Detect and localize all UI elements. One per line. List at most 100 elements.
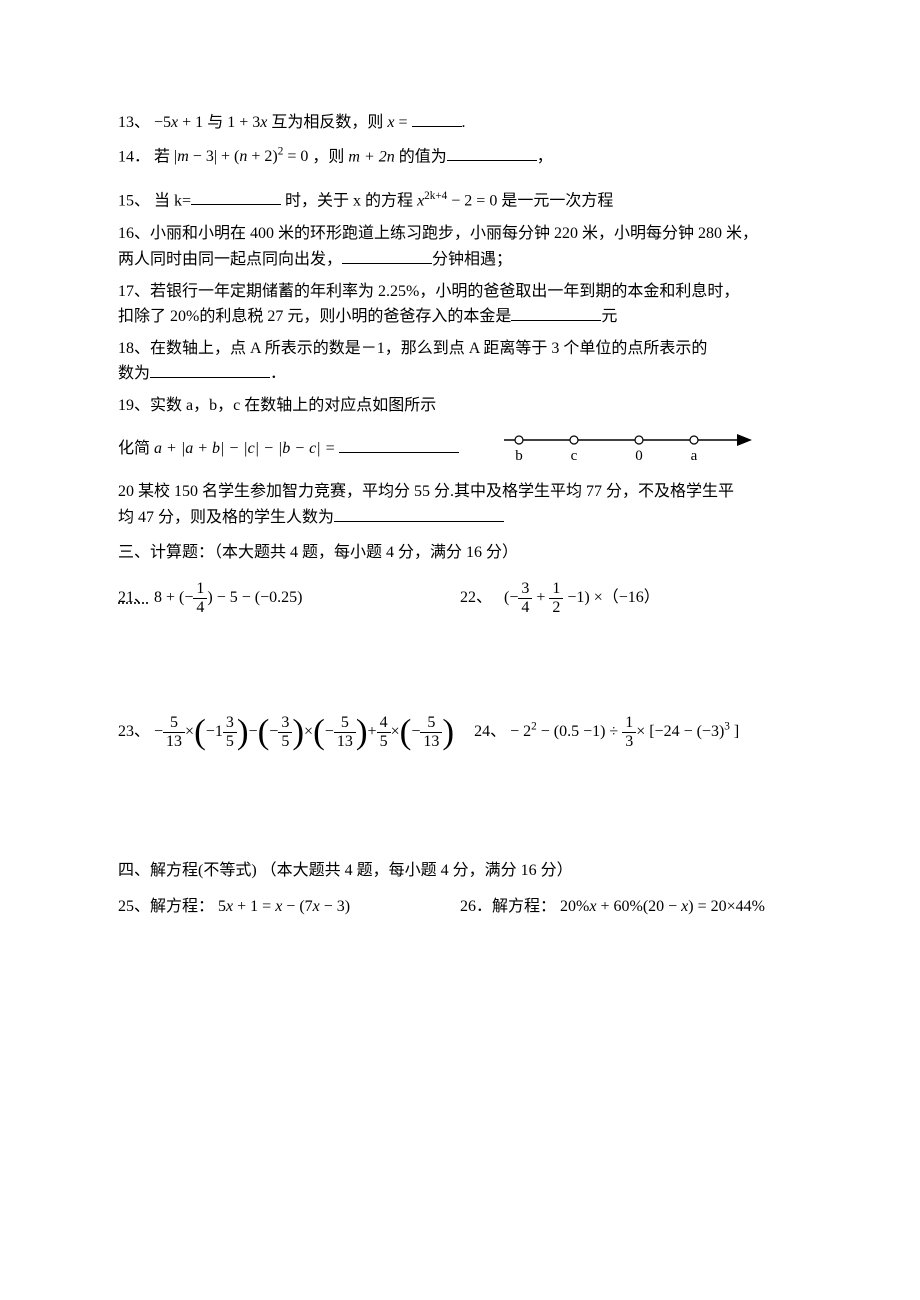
q14-p2: + 2) (247, 148, 277, 165)
q18-l1: 在数轴上，点 A 所表示的数是－1，那么到点 A 距离等于 3 个单位的点所表示… (150, 340, 707, 357)
section-4-header: 四、解方程(不等式) （本大题共 4 题，每小题 4 分，满分 16 分） (118, 858, 802, 884)
q23-n2: − (269, 723, 278, 740)
question-13: 13、 −5x + 1 与 1 + 3x 互为相反数，则 x = . (118, 110, 802, 136)
q22-f2n: 1 (549, 580, 563, 599)
q23-f3d: 5 (278, 733, 292, 751)
q13-mid: 与 (207, 114, 223, 131)
q23-f3n: 3 (278, 714, 292, 733)
q25-num: 25、 (118, 898, 150, 915)
q14-plus: + ( (217, 148, 239, 165)
question-23: 23、 −513×(−135)−(−35)×(−513)+45×(−513) (118, 714, 454, 750)
q14-blank (447, 145, 537, 161)
q25-label: 解方程： (150, 898, 214, 915)
q23-f5d: 5 (377, 733, 391, 751)
q25-expr: 5x + 1 = x − (7x − 3) (218, 898, 350, 915)
q14-m3: − 3 (189, 148, 214, 165)
q22-f1n: 3 (518, 580, 532, 599)
q13-e1: −5 (154, 114, 171, 131)
section-3-header: 三、计算题：（本大题共 4 题，每小题 4 分，满分 16 分） (118, 540, 802, 566)
question-24: 24、 − 22 − (0.5 −1) ÷ 13× [−24 − (−3)3 ] (454, 714, 802, 750)
q17-l2b: 元 (601, 308, 617, 325)
row-21-22: 21、 8 + (−14) − 5 − (−0.25) 22、 (−34 + 1… (118, 580, 802, 616)
q21-pre: 8 + (− (154, 589, 193, 606)
q19-t1: 实数 a，b，c 在数轴上的对应点如图所示 (150, 397, 436, 414)
q15-t1: 当 k= (154, 192, 191, 209)
q24-m2: × [−24 − (−3) (636, 723, 724, 740)
gap-1 (118, 624, 802, 714)
q18-l2a: 数为 (118, 365, 150, 382)
q22-lp: (− (504, 589, 518, 606)
q14-t3: 的值为 (399, 148, 447, 165)
q16-l2a: 两人同时由同一起点同向出发， (118, 251, 342, 268)
q22-f2d: 2 (549, 599, 563, 617)
q23-f1d: 13 (163, 733, 185, 751)
q17-blank (511, 305, 601, 321)
q23-f5n: 4 (377, 714, 391, 733)
q14-t1: 若 (154, 148, 170, 165)
q21-mid: ) − 5 − (−0.25) (207, 589, 302, 606)
q18-period: ． (270, 365, 286, 382)
q21-num: 21、 (118, 589, 150, 606)
q14-eq0: = 0 (283, 148, 308, 165)
q24-m1: − (0.5 −1) ÷ (537, 723, 622, 740)
q26-label: 解方程： (492, 898, 556, 915)
q18-num: 18、 (118, 340, 150, 357)
question-16: 16、小丽和小明在 400 米的环形跑道上练习跑步，小丽每分钟 220 米，小明… (118, 221, 802, 272)
q13-text: 互为相反数，则 (271, 114, 383, 131)
q16-l1: 小丽和小明在 400 米的环形跑道上练习跑步，小丽每分钟 220 米，小明每分钟… (150, 225, 758, 242)
q23-num: 23、 (118, 723, 150, 740)
question-19: 19、实数 a，b，c 在数轴上的对应点如图所示 化简 a + |a + b| … (118, 393, 802, 473)
gap-2 (118, 758, 802, 848)
q15-rest: − 2 = 0 (447, 192, 497, 209)
q23-m1: − (249, 723, 258, 740)
q13-num: 13、 (118, 114, 150, 131)
q23-f6d: 13 (420, 733, 442, 751)
q23-f1n: 5 (163, 714, 185, 733)
q13-e2a: 1 + 3 (227, 114, 260, 131)
q24-f1n: 1 (622, 714, 636, 733)
q20-num: 20 (118, 483, 134, 500)
q16-num: 16、 (118, 225, 150, 242)
q17-l1: 若银行一年定期储蓄的年利率为 2.25%，小明的爸爸取出一年到期的本金和利息时， (150, 283, 739, 300)
q15-num: 15、 (118, 192, 150, 209)
q23-f2n: 3 (223, 714, 237, 733)
row-25-26: 25、解方程： 5x + 1 = x − (7x − 3) 26．解方程： 20… (118, 894, 802, 920)
q13-e1b: + 1 (178, 114, 203, 131)
q24-f1d: 3 (622, 733, 636, 751)
nl-label-c: c (571, 448, 578, 464)
q23-t3: × (391, 723, 400, 740)
q13-period: . (462, 114, 466, 131)
q20-l1: 某校 150 名学生参加智力竞赛，平均分 55 分.其中及格学生平均 77 分，… (134, 483, 734, 500)
q24-end: ] (730, 723, 739, 740)
question-15: 15、 当 k= 时，关于 x 的方程 x2k+4 − 2 = 0 是一元一次方… (118, 188, 802, 214)
q23-t1: × (185, 723, 194, 740)
q23-f4d: 13 (334, 733, 356, 751)
q20-blank (334, 506, 504, 522)
q14-expr: m + 2n (348, 148, 394, 165)
q17-num: 17、 (118, 283, 150, 300)
nl-label-b: b (516, 448, 524, 464)
q22-num: 22、 (460, 589, 492, 606)
q14-m: m (177, 148, 189, 165)
q23-lp: −1 (206, 723, 223, 740)
q21-f1n: 1 (193, 580, 207, 599)
question-26: 26．解方程： 20%x + 60%(20 − x) = 20×44% (460, 894, 802, 920)
q23-neg: − (154, 723, 163, 740)
q22-tail: −1) ×（−16） (563, 589, 659, 606)
q19-num: 19、 (118, 397, 150, 414)
nl-label-0: 0 (636, 448, 644, 464)
question-22: 22、 (−34 + 12 −1) ×（−16） (460, 580, 802, 616)
q26-num: 26． (460, 898, 492, 915)
question-21: 21、 8 + (−14) − 5 − (−0.25) (118, 580, 460, 616)
q15-exp: 2k+4 (424, 190, 447, 202)
numberline-icon: b c 0 a (499, 425, 759, 465)
q16-l2b: 分钟相遇； (432, 251, 512, 268)
question-20: 20 某校 150 名学生参加智力竞赛，平均分 55 分.其中及格学生平均 77… (118, 479, 802, 530)
q15-blank (191, 189, 281, 205)
q17-l2a: 扣除了 20%的利息税 27 元，则小明的爸爸存入的本金是 (118, 308, 511, 325)
q15-t2: 时，关于 x 的方程 (285, 192, 417, 209)
nl-label-a: a (691, 448, 698, 464)
q22-f1d: 4 (518, 599, 532, 617)
q16-blank (342, 248, 432, 264)
question-18: 18、在数轴上，点 A 所表示的数是－1，那么到点 A 距离等于 3 个单位的点… (118, 336, 802, 387)
